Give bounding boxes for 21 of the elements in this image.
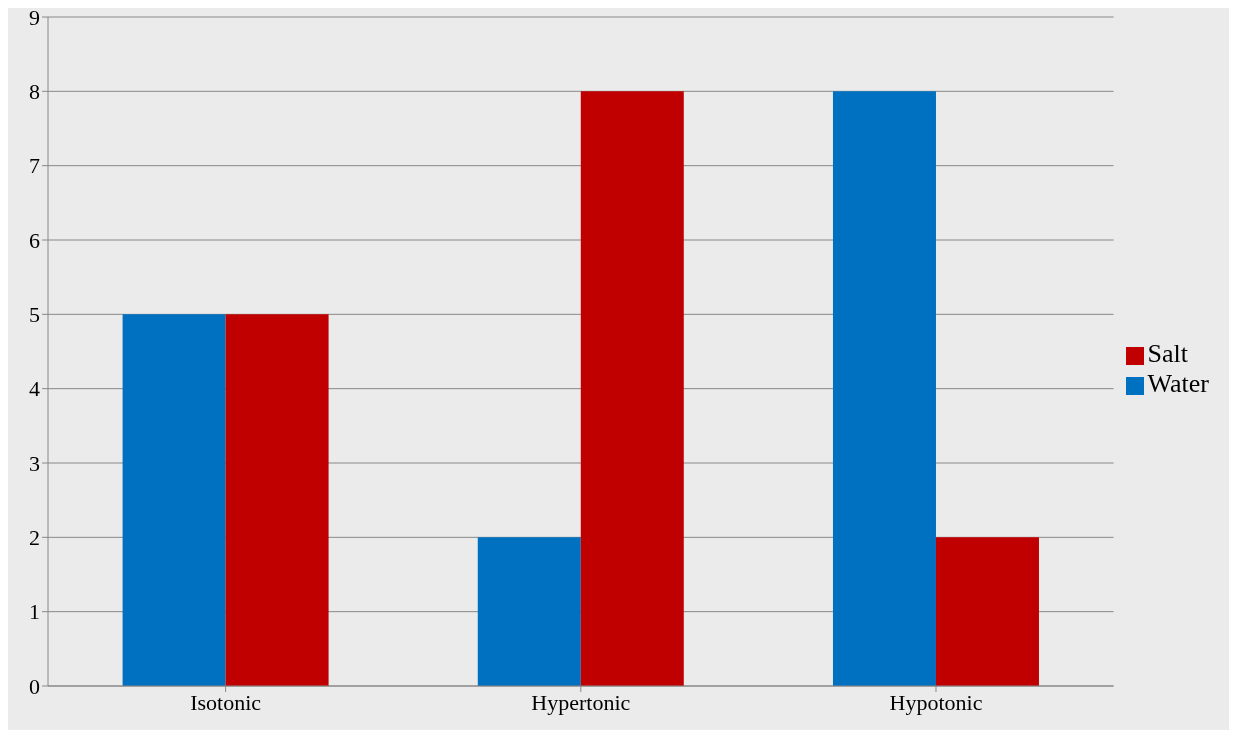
- y-tick-label: 8: [29, 79, 40, 105]
- bar: [225, 314, 329, 686]
- x-tick-label: Isotonic: [190, 689, 262, 715]
- y-tick-label: 4: [29, 376, 40, 402]
- x-tick-label: Hypertonic: [531, 689, 631, 715]
- bar: [477, 537, 581, 686]
- y-tick-label: 7: [29, 153, 40, 179]
- bar: [580, 91, 684, 686]
- legend-label: Water: [1147, 369, 1209, 398]
- bar: [935, 537, 1039, 686]
- y-tick-label: 5: [29, 302, 40, 328]
- bar: [832, 91, 936, 686]
- y-tick-label: 3: [29, 450, 40, 476]
- y-tick-label: 0: [29, 673, 40, 699]
- y-tick-label: 9: [29, 4, 40, 30]
- y-tick-label: 1: [29, 599, 40, 625]
- legend-label: Salt: [1147, 339, 1189, 368]
- y-tick-label: 2: [29, 525, 40, 551]
- bar: [122, 314, 226, 686]
- x-tick-label: Hypotonic: [889, 689, 983, 715]
- y-tick-label: 6: [29, 227, 40, 253]
